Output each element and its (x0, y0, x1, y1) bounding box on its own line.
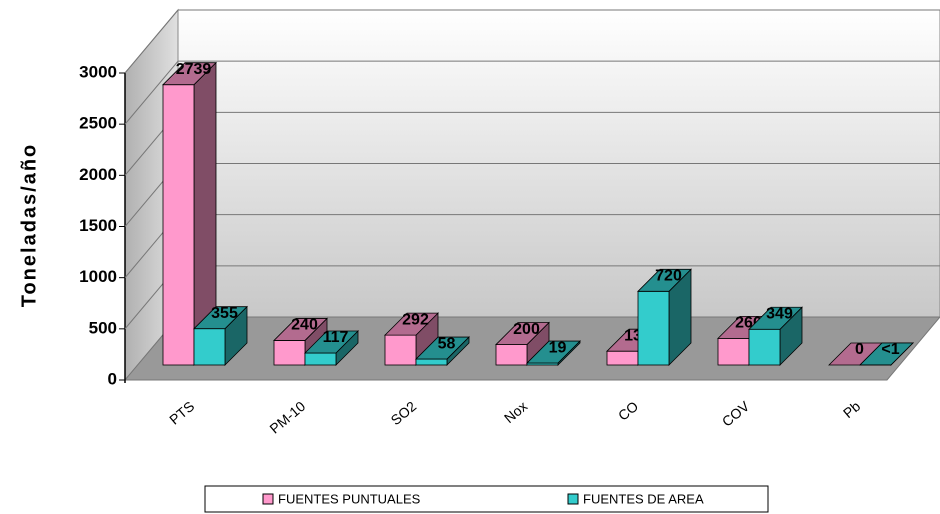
value-label: 349 (766, 306, 793, 323)
x-tick-label: Nox (501, 398, 530, 426)
bar (495, 321, 550, 366)
bar-front (748, 328, 781, 366)
grid-line (124, 60, 179, 125)
y-tick-label: 1000 (79, 267, 117, 286)
y-tick-label: 1500 (79, 216, 117, 235)
bar-front (273, 340, 306, 366)
value-label: <1 (881, 341, 899, 358)
value-label: 240 (291, 317, 318, 334)
bar-top (748, 306, 803, 330)
bar (304, 330, 359, 366)
bar (162, 61, 217, 366)
bar-top (162, 62, 217, 86)
bar-front (162, 84, 195, 366)
bar (193, 305, 248, 366)
y-tick-label: 2000 (79, 165, 117, 184)
bar-top (495, 322, 550, 345)
bar (526, 340, 581, 366)
value-label: 2739 (176, 61, 212, 78)
y-tick-label: 3000 (79, 62, 117, 81)
legend-swatch (262, 493, 274, 505)
x-tick-label: COV (719, 397, 753, 429)
bar-front (193, 328, 226, 366)
x-tick-label: SO2 (388, 398, 420, 428)
bar (384, 312, 439, 366)
legend-label: FUENTES PUNTUALES (278, 491, 421, 506)
value-label: 19 (549, 339, 567, 356)
bar-top (637, 268, 692, 292)
x-tick-label: PTS (166, 398, 197, 428)
bar (748, 306, 803, 366)
legend-box (204, 485, 769, 513)
value-label: 58 (438, 335, 456, 352)
bar-top (859, 342, 914, 366)
value-label: 117 (323, 329, 349, 346)
y-axis-label: Toneladas/año (18, 143, 40, 308)
bar-top (193, 306, 248, 330)
bar-front (304, 352, 337, 366)
value-label: 200 (513, 321, 540, 338)
legend-swatch (567, 493, 579, 505)
bar-top (384, 312, 439, 336)
bar-front (495, 344, 528, 366)
bar (859, 341, 914, 366)
value-label: 292 (402, 311, 429, 328)
bar-top (304, 330, 359, 354)
x-tick-label: Pb (840, 398, 864, 421)
y-tick-label: 2500 (79, 114, 117, 133)
bar-front (415, 358, 448, 366)
y-tick-label: 500 (89, 318, 117, 337)
value-label: 355 (211, 305, 238, 322)
value-label: 0 (855, 341, 864, 358)
legend: FUENTES PUNTUALES FUENTES DE AREA (204, 485, 769, 513)
bar-front (637, 290, 670, 366)
bar-front (384, 334, 417, 366)
x-tick-label: CO (615, 398, 641, 424)
legend-label: FUENTES DE AREA (583, 491, 704, 506)
bar-top (273, 318, 328, 341)
value-label: 720 (655, 268, 682, 285)
y-tick-label: 0 (108, 369, 117, 388)
bar-front (606, 350, 639, 366)
bar (637, 268, 692, 366)
bar (415, 336, 470, 366)
bar-top (415, 336, 470, 360)
x-tick-label: PM-10 (266, 398, 308, 437)
grid-line (124, 9, 179, 74)
bar-front (717, 337, 750, 366)
bar-top (526, 340, 581, 364)
